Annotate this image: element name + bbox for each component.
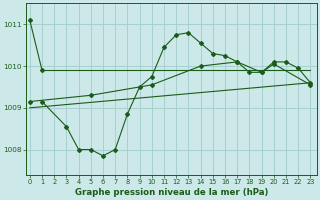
X-axis label: Graphe pression niveau de la mer (hPa): Graphe pression niveau de la mer (hPa) [75,188,268,197]
